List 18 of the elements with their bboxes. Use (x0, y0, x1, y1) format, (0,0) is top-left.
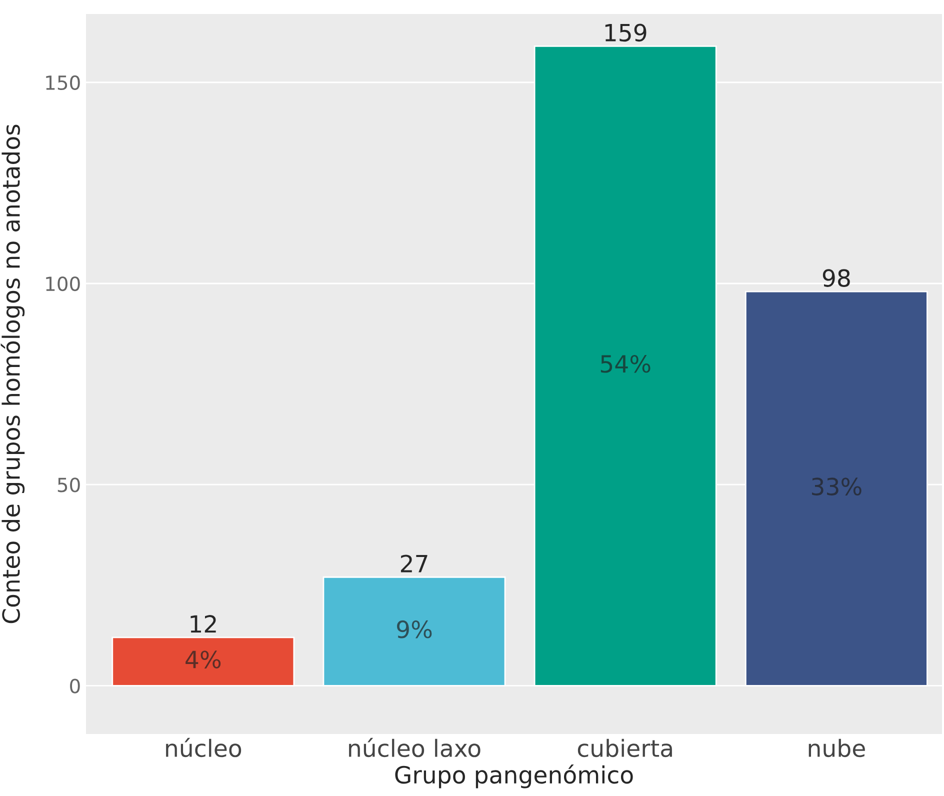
annotation: 9% (397, 620, 432, 638)
data-label: 98 (822, 269, 850, 287)
annotation: 33% (812, 478, 862, 496)
x-tick-label: nube (808, 738, 865, 758)
y-tick-label: 0 (70, 678, 80, 694)
y-tick-label: 100 (46, 276, 80, 292)
data-label: 159 (605, 24, 646, 42)
x-tick-label: cubierta (578, 738, 672, 758)
x-tick-label: núcleo (166, 738, 242, 758)
annotation: 54% (600, 354, 650, 373)
data-label: 12 (190, 615, 216, 633)
y-tick-label: 50 (58, 478, 80, 492)
x-tick-label: núcleo laxo (349, 738, 480, 758)
annotation: 4% (186, 650, 221, 668)
y-axis-title: Conteo de grupos homólogos no anotados (0, 124, 25, 624)
y-tick-label: 150 (46, 75, 80, 90)
x-axis-title: Grupo pangenómico (395, 764, 633, 788)
data-label: 27 (400, 554, 428, 572)
